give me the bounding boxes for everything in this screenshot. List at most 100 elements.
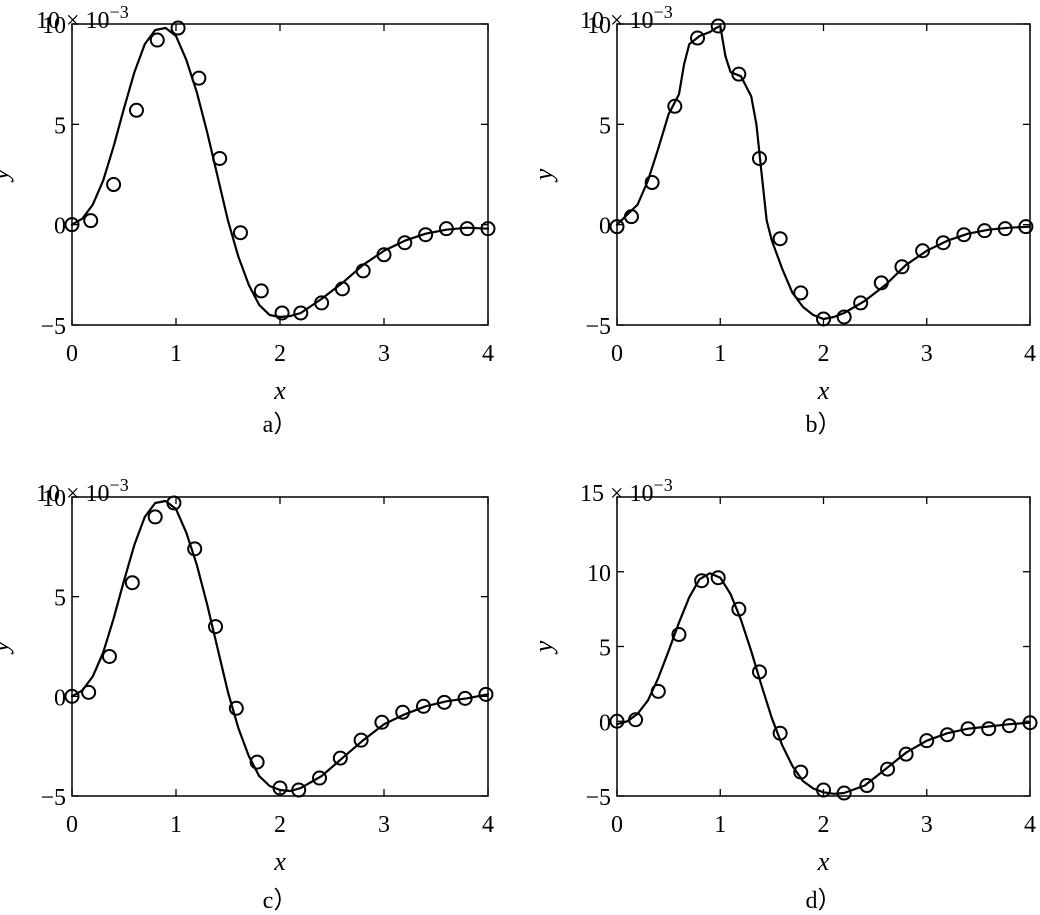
data-point-marker xyxy=(793,285,809,301)
y-tick-label: −5 xyxy=(40,314,66,340)
data-point-marker xyxy=(101,648,117,664)
y-tick-label: −5 xyxy=(585,785,611,811)
data-point-marker xyxy=(894,259,910,275)
data-point-marker xyxy=(106,177,122,193)
multiplier-mantissa: 10 xyxy=(580,8,604,34)
y-tick-label: 0 xyxy=(54,214,66,240)
data-point-marker xyxy=(438,221,454,237)
series-line xyxy=(615,24,1032,321)
data-point-marker xyxy=(232,225,248,241)
data-point-marker xyxy=(208,619,224,635)
axis-multiplier: 15 × 10−3 xyxy=(580,475,673,507)
data-point-marker xyxy=(457,690,473,706)
data-point-marker xyxy=(124,575,140,591)
multiplier-times: × 10 xyxy=(604,8,654,34)
y-tick-label: 10 xyxy=(42,13,66,39)
x-tick-label: 1 xyxy=(170,341,182,367)
data-point-marker xyxy=(623,209,639,225)
subplot-caption: a） xyxy=(263,412,298,438)
x-tick-label: 3 xyxy=(921,812,933,838)
multiplier-times: × 10 xyxy=(604,481,654,507)
data-point-marker xyxy=(332,750,348,766)
y-tick-label: 0 xyxy=(599,214,611,240)
data-point-marker xyxy=(836,309,852,325)
data-point-marker xyxy=(83,213,99,229)
multiplier-times: × 10 xyxy=(60,8,110,34)
data-point-marker xyxy=(751,664,767,680)
data-point-marker xyxy=(1001,718,1017,734)
data-point-marker xyxy=(731,601,747,617)
data-point-marker xyxy=(772,725,788,741)
data-point-marker xyxy=(919,733,935,749)
y-axis-label: y xyxy=(529,640,558,655)
x-tick-label: 4 xyxy=(482,812,494,838)
data-point-marker xyxy=(915,243,931,259)
data-point-marker xyxy=(64,688,80,704)
data-point-marker xyxy=(793,764,809,780)
x-tick-label: 2 xyxy=(818,341,830,367)
data-point-marker xyxy=(291,782,307,798)
data-point-marker xyxy=(960,721,976,737)
data-point-marker xyxy=(628,712,644,728)
subplot-caption: b） xyxy=(806,412,842,438)
x-tick-label: 4 xyxy=(482,341,494,367)
data-point-marker xyxy=(956,227,972,243)
series-line xyxy=(615,572,1032,795)
x-tick-label: 3 xyxy=(378,341,390,367)
data-point-marker xyxy=(1018,219,1034,235)
data-point-marker xyxy=(416,698,432,714)
y-tick-label: 5 xyxy=(599,636,611,662)
data-point-marker xyxy=(353,732,369,748)
data-point-marker xyxy=(667,98,683,114)
data-point-marker xyxy=(935,235,951,251)
data-point-marker xyxy=(816,782,831,798)
data-point-marker xyxy=(981,721,997,737)
y-tick-label: 5 xyxy=(54,113,66,139)
x-axis-label: x xyxy=(817,847,830,876)
data-point-marker xyxy=(939,727,955,743)
data-point-marker xyxy=(312,770,328,786)
y-tick-label: 10 xyxy=(42,486,66,512)
x-tick-label: 1 xyxy=(714,341,726,367)
data-point-marker xyxy=(710,570,726,586)
x-tick-label: 0 xyxy=(611,812,623,838)
y-tick-label: 0 xyxy=(54,685,66,711)
data-point-marker xyxy=(873,275,889,291)
y-tick-label: 0 xyxy=(599,710,611,736)
data-point-marker xyxy=(459,221,475,237)
data-point-marker xyxy=(859,778,875,794)
data-point-marker xyxy=(650,683,666,699)
x-tick-label: 4 xyxy=(1024,812,1036,838)
multiplier-mantissa: 10 xyxy=(36,8,60,34)
data-point-marker xyxy=(609,713,625,729)
x-tick-label: 4 xyxy=(1024,341,1036,367)
y-axis-label: y xyxy=(0,168,14,183)
series-line xyxy=(70,499,490,793)
x-axis-label: x xyxy=(273,847,286,876)
data-point-marker xyxy=(187,541,203,557)
data-point-marker xyxy=(147,509,163,525)
multiplier-times: × 10 xyxy=(60,481,110,507)
data-point-marker xyxy=(1022,715,1038,731)
data-point-marker xyxy=(480,221,496,237)
data-point-marker xyxy=(397,235,413,251)
data-point-marker xyxy=(710,18,726,34)
plot-frame xyxy=(616,496,1031,797)
multiplier-exponent: −3 xyxy=(654,475,673,495)
data-point-marker xyxy=(191,70,207,86)
x-tick-label: 2 xyxy=(818,812,830,838)
data-point-marker xyxy=(690,30,706,46)
y-tick-label: 10 xyxy=(587,13,611,39)
y-tick-label: 5 xyxy=(54,586,66,612)
data-point-marker xyxy=(898,746,914,762)
y-tick-label: 10 xyxy=(587,561,611,587)
data-point-marker xyxy=(644,175,660,191)
data-point-marker xyxy=(751,150,767,166)
axis-multiplier: 10 × 10−3 xyxy=(36,2,129,34)
subplot-caption: d） xyxy=(806,888,842,914)
y-axis-label: y xyxy=(529,168,558,183)
data-point-marker xyxy=(249,754,265,770)
